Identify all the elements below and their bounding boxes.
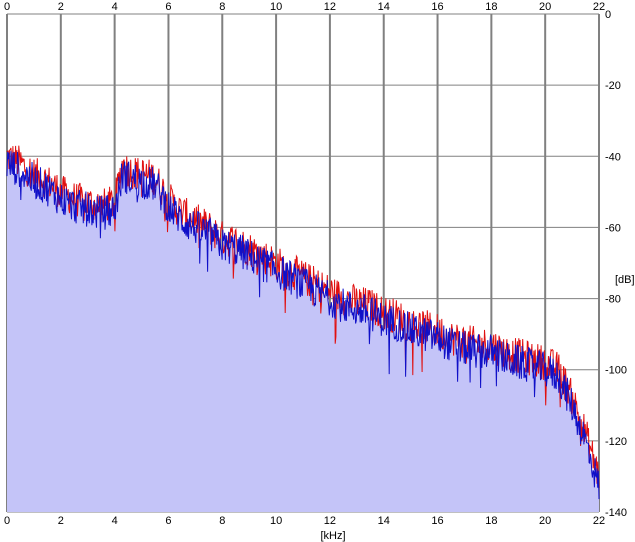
x-tick-top-5: 10 bbox=[270, 1, 282, 13]
y-tick-2: -40 bbox=[605, 151, 621, 163]
x-tick-top-8: 16 bbox=[431, 1, 443, 13]
x-tick-top-11: 22 bbox=[593, 1, 605, 13]
x-tick-top-2: 4 bbox=[112, 1, 118, 13]
x-tick-top-6: 12 bbox=[324, 1, 336, 13]
x-tick-bottom-2: 4 bbox=[112, 515, 118, 527]
x-tick-bottom-9: 18 bbox=[485, 515, 497, 527]
y-axis-label: [dB] bbox=[615, 274, 635, 286]
x-tick-bottom-1: 2 bbox=[58, 515, 64, 527]
y-tick-5: -100 bbox=[605, 365, 627, 377]
x-tick-bottom-0: 0 bbox=[4, 515, 10, 527]
x-tick-top-10: 20 bbox=[539, 1, 551, 13]
x-tick-bottom-10: 20 bbox=[539, 515, 551, 527]
x-tick-top-7: 14 bbox=[378, 1, 390, 13]
x-tick-top-3: 6 bbox=[165, 1, 171, 13]
x-tick-top-0: 0 bbox=[4, 1, 10, 13]
y-tick-4: -80 bbox=[605, 294, 621, 306]
x-tick-bottom-6: 12 bbox=[324, 515, 336, 527]
x-tick-top-1: 2 bbox=[58, 1, 64, 13]
y-tick-3: -60 bbox=[605, 222, 621, 234]
y-tick-7: -140 bbox=[605, 507, 627, 519]
spectrum-fill-area bbox=[7, 151, 599, 512]
x-tick-top-4: 8 bbox=[219, 1, 225, 13]
x-tick-bottom-5: 10 bbox=[270, 515, 282, 527]
x-tick-bottom-7: 14 bbox=[378, 515, 390, 527]
x-axis-label: [kHz] bbox=[320, 530, 345, 542]
x-tick-labels-top: 0 2 4 6 8 10 12 14 16 18 20 22 bbox=[4, 1, 605, 13]
y-tick-1: -20 bbox=[605, 80, 621, 92]
x-tick-bottom-4: 8 bbox=[219, 515, 225, 527]
x-tick-labels-bottom: 0 2 4 6 8 10 12 14 16 18 20 22 bbox=[4, 515, 605, 527]
y-tick-0: 0 bbox=[605, 9, 611, 21]
x-tick-top-9: 18 bbox=[485, 1, 497, 13]
y-tick-6: -120 bbox=[605, 436, 627, 448]
series-group bbox=[6, 145, 600, 500]
y-tick-labels: 0 -20 -40 -60 -80 -100 -120 -140 bbox=[605, 9, 627, 519]
x-tick-bottom-8: 16 bbox=[431, 515, 443, 527]
x-tick-bottom-3: 6 bbox=[165, 515, 171, 527]
x-tick-bottom-11: 22 bbox=[593, 515, 605, 527]
series-line-blue bbox=[6, 151, 600, 500]
